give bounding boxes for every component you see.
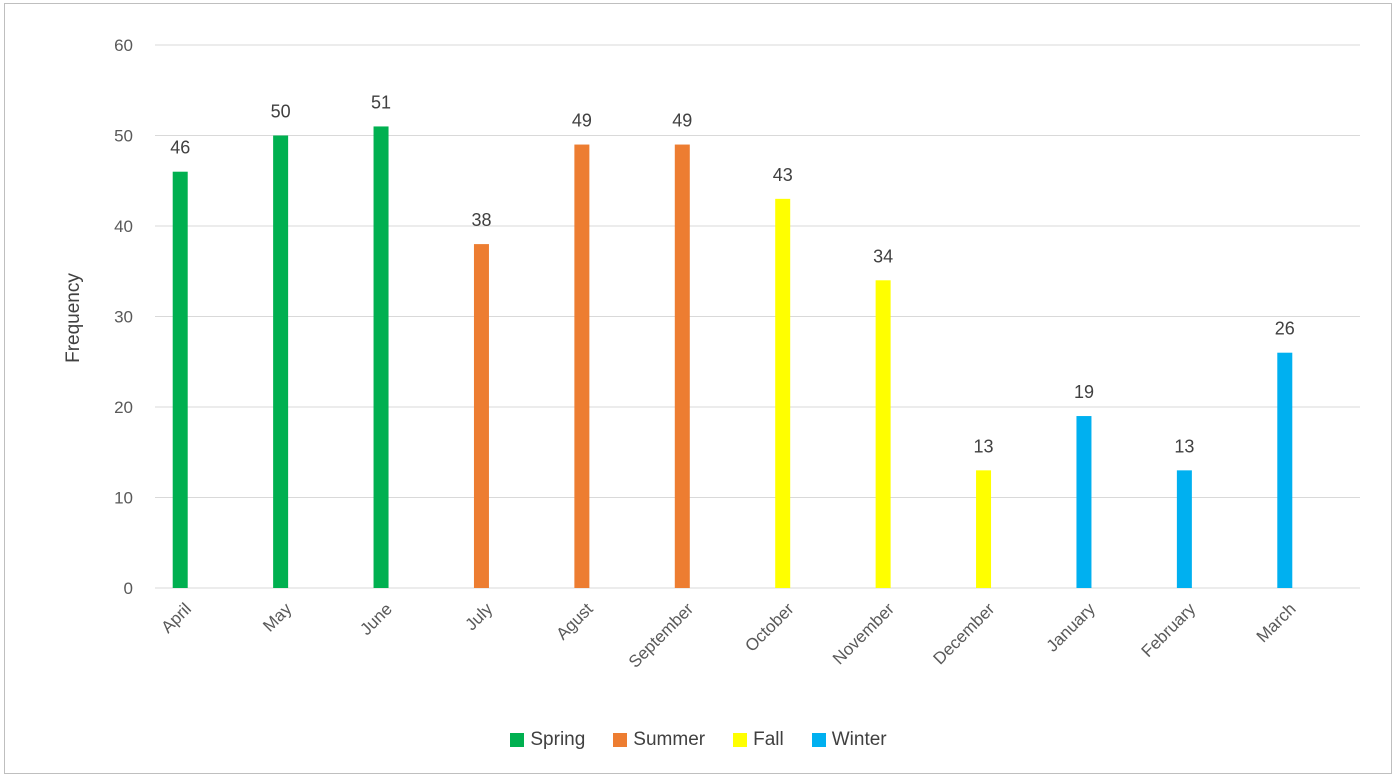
bars <box>172 126 1293 589</box>
data-labels: 46 50 51 38 49 49 43 34 13 19 13 26 <box>170 92 1295 456</box>
y-tick-label: 10 <box>114 489 133 508</box>
bar-october <box>775 198 791 588</box>
data-label: 26 <box>1275 319 1295 339</box>
bar-march <box>1277 352 1293 588</box>
x-tick-label: July <box>461 599 496 634</box>
legend-item-fall: Fall <box>733 729 784 751</box>
data-label: 13 <box>1174 436 1194 456</box>
legend-swatch <box>733 733 748 747</box>
y-tick-label: 30 <box>114 308 133 327</box>
legend-label: Fall <box>753 729 784 750</box>
legend-item-winter: Winter <box>811 729 887 751</box>
x-tick-label: November <box>829 599 898 668</box>
legend-swatch <box>613 733 628 747</box>
y-tick-label: 40 <box>114 217 133 236</box>
legend-item-summer: Summer <box>613 729 705 751</box>
x-tick-label: February <box>1138 599 1200 661</box>
y-tick-label: 50 <box>114 127 133 146</box>
data-label: 13 <box>974 436 994 456</box>
x-tick-label: October <box>741 599 797 655</box>
bar-november <box>875 280 891 588</box>
x-tick-label: June <box>356 599 396 639</box>
bar-february <box>1176 470 1192 588</box>
y-tick-label: 0 <box>124 579 133 598</box>
legend-swatch <box>811 733 826 747</box>
bar-june <box>373 126 389 588</box>
bar-may <box>273 135 289 588</box>
bar-january <box>1076 416 1092 588</box>
gridlines <box>155 44 1360 589</box>
y-axis-ticks: 0 10 20 30 40 50 60 <box>114 36 133 598</box>
bar-april <box>172 171 188 588</box>
x-axis-labels: April May June July Agust September October Nov… <box>158 599 1300 672</box>
y-tick-label: 60 <box>114 36 133 55</box>
legend-swatch <box>510 733 525 747</box>
data-label: 43 <box>773 165 793 185</box>
data-label: 46 <box>170 138 190 158</box>
data-label: 49 <box>572 111 592 131</box>
x-tick-label: January <box>1043 599 1100 656</box>
x-tick-label: Agust <box>553 599 597 643</box>
data-label: 34 <box>873 246 893 266</box>
legend: Spring Summer Fall Winter <box>0 729 1397 751</box>
bar-july <box>473 244 489 588</box>
x-tick-label: May <box>259 599 295 635</box>
data-label: 49 <box>672 111 692 131</box>
bar-september <box>674 144 690 589</box>
chart-frame <box>4 3 1392 774</box>
x-tick-label: September <box>625 599 697 671</box>
legend-label: Spring <box>530 729 586 750</box>
x-tick-label: April <box>158 599 195 636</box>
data-label: 38 <box>471 210 491 230</box>
x-tick-label: December <box>929 599 998 668</box>
legend-label: Summer <box>633 729 706 750</box>
y-tick-label: 20 <box>114 398 133 417</box>
bar-agust <box>574 144 590 589</box>
data-label: 50 <box>271 102 291 122</box>
y-axis-label: Frequency <box>63 273 84 363</box>
legend-item-spring: Spring <box>510 729 585 751</box>
data-label: 19 <box>1074 382 1094 402</box>
x-tick-label: March <box>1253 599 1300 646</box>
data-label: 51 <box>371 92 391 112</box>
legend-label: Winter <box>831 729 887 750</box>
bar-december <box>976 470 992 588</box>
